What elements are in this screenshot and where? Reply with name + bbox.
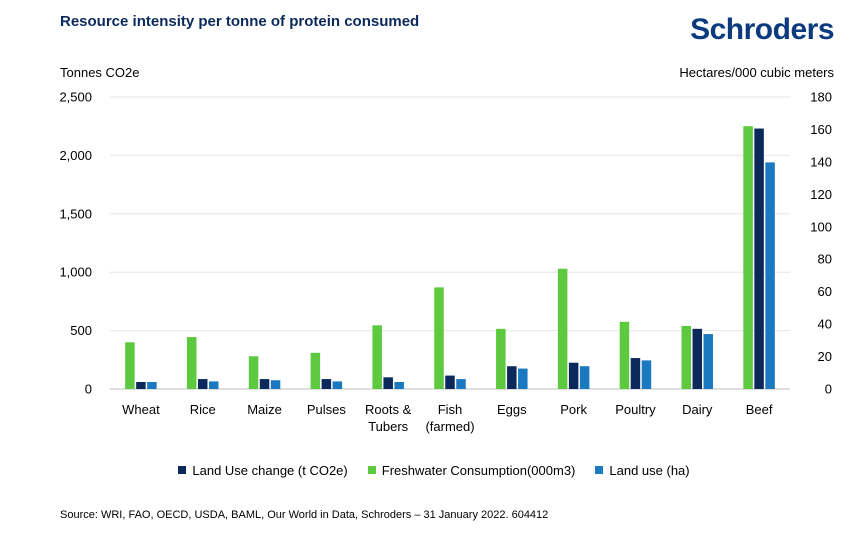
y2-tick-label: 100 bbox=[810, 219, 832, 234]
bar bbox=[136, 381, 146, 389]
y2-tick-label: 120 bbox=[810, 187, 832, 202]
bar bbox=[125, 342, 135, 389]
legend-label: Freshwater Consumption(000m3) bbox=[381, 462, 576, 478]
y2-tick-label: 20 bbox=[818, 349, 832, 364]
bar bbox=[383, 377, 393, 389]
bar bbox=[259, 379, 270, 389]
x-tick-label: Roots & Tubers bbox=[365, 402, 412, 434]
source-note: Source: WRI, FAO, OECD, USDA, BAML, Our … bbox=[60, 509, 549, 521]
legend-swatch bbox=[367, 466, 376, 474]
bar bbox=[619, 321, 630, 389]
legend-label: Land use (ha) bbox=[609, 462, 690, 478]
bar bbox=[557, 268, 568, 389]
bar bbox=[681, 325, 692, 389]
bar bbox=[434, 287, 444, 389]
bar bbox=[270, 380, 281, 389]
bar bbox=[208, 381, 219, 389]
y-tick-label: 1,500 bbox=[59, 206, 92, 221]
x-tick-label: Dairy bbox=[682, 402, 713, 417]
bar bbox=[568, 362, 579, 389]
bar bbox=[496, 328, 506, 389]
y2-tick-label: 0 bbox=[825, 382, 832, 397]
bar bbox=[310, 352, 321, 389]
legend-item: Land Use change (t CO2e) bbox=[178, 462, 348, 478]
bar bbox=[641, 360, 652, 389]
y2-tick-label: 140 bbox=[810, 154, 832, 169]
bar bbox=[579, 366, 590, 389]
y2-tick-label: 80 bbox=[818, 252, 832, 267]
bar bbox=[445, 375, 455, 389]
x-tick-label: Rice bbox=[190, 402, 216, 417]
legend-item: Freshwater Consumption(000m3) bbox=[367, 462, 576, 478]
chart-title: Resource intensity per tonne of protein … bbox=[60, 13, 420, 30]
schroders-logo: Schroders bbox=[690, 13, 834, 46]
bar bbox=[332, 381, 343, 389]
bar bbox=[507, 366, 517, 389]
legend-item: Land use (ha) bbox=[595, 462, 690, 478]
bar bbox=[456, 379, 466, 389]
y-tick-label: 2,000 bbox=[59, 148, 92, 163]
y2-tick-label: 40 bbox=[818, 317, 832, 332]
bar bbox=[765, 162, 775, 389]
bar bbox=[518, 368, 528, 389]
x-tick-label: Beef bbox=[746, 402, 773, 417]
x-tick-label: Maize bbox=[247, 402, 282, 417]
bar bbox=[186, 337, 197, 389]
legend-swatch bbox=[178, 466, 187, 474]
bar bbox=[754, 128, 764, 389]
x-tick-label: Fish (farmed) bbox=[425, 402, 474, 434]
bar bbox=[692, 328, 703, 389]
y-axis-ticks: 0 500 1,000 1,500 2,000 2,500 bbox=[59, 90, 92, 397]
bar bbox=[321, 379, 332, 389]
x-tick-label: Eggs bbox=[497, 402, 527, 417]
legend: Land Use change (t CO2e) Freshwater Consu… bbox=[0, 462, 868, 478]
bar bbox=[743, 126, 753, 389]
y2-tick-label: 160 bbox=[810, 122, 832, 137]
legend-label: Land Use change (t CO2e) bbox=[192, 462, 348, 478]
bar bbox=[630, 358, 641, 389]
bar bbox=[372, 325, 382, 389]
x-tick-label: Poultry bbox=[615, 402, 656, 417]
y-tick-label: 0 bbox=[85, 382, 92, 397]
bar bbox=[703, 334, 714, 389]
bar bbox=[197, 379, 208, 389]
x-tick-label: Wheat bbox=[122, 402, 160, 417]
y2-tick-label: 60 bbox=[818, 284, 832, 299]
y2-tick-label: 180 bbox=[810, 90, 832, 105]
x-tick-label: Pulses bbox=[307, 402, 347, 417]
y-tick-label: 2,500 bbox=[59, 90, 92, 105]
x-axis-ticks: Wheat Rice Maize Pulses Roots & Tubers Fish (fa… bbox=[122, 402, 773, 434]
legend-swatch bbox=[595, 466, 604, 474]
bar bbox=[248, 356, 259, 389]
bars bbox=[125, 126, 775, 389]
y-tick-label: 1,000 bbox=[59, 265, 92, 280]
y-axis-title-left: Tonnes CO2e bbox=[60, 65, 140, 80]
bar bbox=[147, 381, 157, 389]
y-axis-title-right: Hectares/000 cubic meters bbox=[679, 65, 834, 80]
x-tick-label: Pork bbox=[560, 402, 587, 417]
y-tick-label: 500 bbox=[70, 323, 92, 338]
y2-axis-ticks: 0 20 40 60 80 100 120 140 160 180 bbox=[810, 90, 832, 397]
bar bbox=[394, 381, 404, 389]
